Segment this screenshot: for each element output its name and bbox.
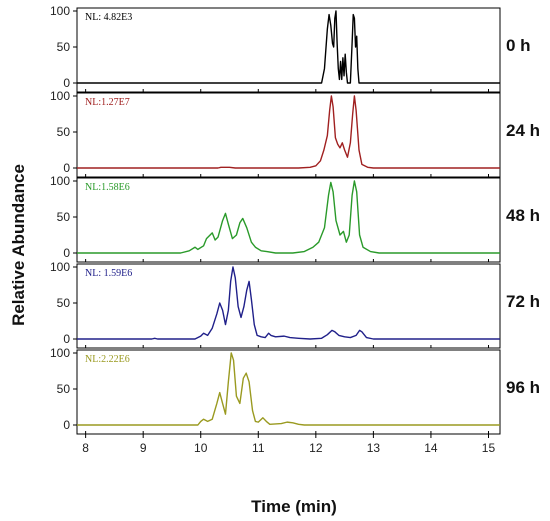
y-tick-label: 0 (63, 418, 70, 432)
x-tick-label: 8 (82, 441, 89, 455)
panel-frame (76, 177, 501, 263)
x-tick-label: 10 (194, 441, 208, 455)
panel-frame (76, 92, 501, 178)
x-tick-label: 13 (367, 441, 381, 455)
x-tick-label: 11 (252, 441, 265, 455)
panel-frame (76, 7, 501, 93)
y-tick-label: 100 (50, 346, 70, 360)
nl-label: NL:2.22E6 (85, 354, 130, 365)
panel-frame (76, 349, 501, 435)
y-tick-label: 0 (63, 76, 70, 90)
y-tick-label: 50 (57, 382, 71, 396)
y-tick-label: 0 (63, 246, 70, 260)
x-tick-label: 15 (482, 441, 496, 455)
trace-line (77, 266, 500, 340)
y-tick-label: 100 (50, 89, 70, 103)
y-tick-label: 50 (57, 40, 71, 54)
x-axis-title: Time (min) (251, 497, 337, 516)
trace-line (77, 95, 500, 169)
y-tick-label: 100 (50, 174, 70, 188)
y-tick-label: 50 (57, 210, 71, 224)
y-tick-label: 0 (63, 161, 70, 175)
y-tick-label: 50 (57, 125, 71, 139)
nl-label: NL: 4.82E3 (85, 12, 132, 23)
panel-2: 0 50 100 NL:1.58E6 48 h (50, 174, 540, 263)
trace-line (77, 180, 500, 254)
trace-line (77, 352, 500, 426)
y-tick-label: 50 (57, 296, 71, 310)
panel-1: 0 50 100 NL:1.27E7 24 h (50, 89, 540, 178)
nl-label: NL:1.58E6 (85, 182, 130, 193)
panel-3: 0 50 100 NL: 1.59E6 72 h (50, 260, 540, 349)
nl-label: NL:1.27E7 (85, 97, 130, 108)
panel-4: 0 50 100 NL:2.22E6 96 h (50, 346, 540, 435)
time-label: 24 h (506, 121, 540, 140)
panel-0: 0 50 100 NL: 4.82E3 0 h (50, 4, 531, 93)
time-label: 96 h (506, 378, 540, 397)
nl-label: NL: 1.59E6 (85, 268, 132, 279)
y-tick-label: 100 (50, 4, 70, 18)
y-tick-label: 100 (50, 260, 70, 274)
panel-frame (76, 263, 501, 349)
x-tick-label: 14 (424, 441, 438, 455)
y-tick-label: 0 (63, 332, 70, 346)
x-tick-label: 12 (309, 441, 323, 455)
trace-line (77, 10, 500, 84)
time-label: 72 h (506, 292, 540, 311)
time-label: 0 h (506, 36, 531, 55)
x-tick-label: 9 (140, 441, 147, 455)
time-label: 48 h (506, 206, 540, 225)
y-axis-title: Relative Abundance (9, 164, 28, 326)
